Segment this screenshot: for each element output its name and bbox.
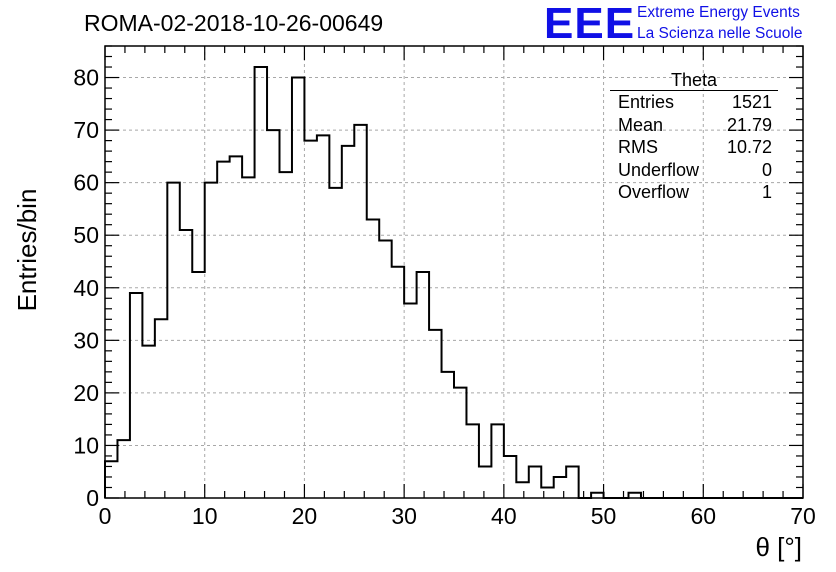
- eee-logo: EEE: [544, 0, 636, 48]
- y-tick-label: 40: [73, 275, 99, 301]
- y-tick-label: 10: [73, 432, 99, 458]
- x-tick-label: 30: [391, 503, 417, 529]
- x-tick-label: 20: [292, 503, 318, 529]
- stats-label: Entries: [618, 92, 675, 112]
- x-tick-label: 50: [591, 503, 617, 529]
- y-tick-label: 70: [73, 117, 99, 143]
- x-tick-label: 10: [192, 503, 218, 529]
- x-tick-label: 40: [491, 503, 517, 529]
- stats-row-rms: RMS 10.72: [610, 136, 778, 159]
- stats-value: 1521: [731, 92, 772, 112]
- stats-label: RMS: [618, 137, 658, 157]
- stats-title: Theta: [610, 70, 778, 91]
- stats-box: Theta Entries 1521 Mean 21.79 RMS 10.72 …: [610, 70, 778, 204]
- x-tick-label: 70: [790, 503, 816, 529]
- y-axis-label: Entries/bin: [12, 188, 42, 312]
- x-tick-label: 60: [690, 503, 716, 529]
- x-axis-label: θ [°]: [755, 532, 802, 562]
- x-tick-label: 0: [99, 503, 112, 529]
- stats-row-entries: Entries 1521: [610, 91, 778, 114]
- y-tick-label: 50: [73, 222, 99, 248]
- y-tick-label: 0: [86, 485, 99, 511]
- run-title: ROMA-02-2018-10-26-00649: [84, 10, 384, 36]
- axis-ticks: [104, 45, 804, 499]
- stats-label: Underflow: [618, 159, 700, 180]
- y-tick-label: 80: [73, 65, 99, 91]
- stats-label: Overflow: [618, 182, 690, 202]
- stats-value: 0: [761, 159, 772, 180]
- stats-row-underflow: Underflow 0: [610, 159, 778, 182]
- stats-value: 10.72: [726, 137, 772, 157]
- y-tick-label: 20: [73, 380, 99, 406]
- grid-lines: [105, 46, 803, 498]
- stats-row-overflow: Overflow 1: [610, 181, 778, 204]
- stats-value: 1: [761, 182, 772, 202]
- y-tick-label: 60: [73, 170, 99, 196]
- stats-value: 21.79: [726, 114, 772, 135]
- stats-label: Mean: [618, 114, 664, 135]
- plot-frame: [104, 45, 804, 499]
- logo-subtitle-line2: La Scienza nelle Scuole: [637, 25, 803, 42]
- y-tick-label: 30: [73, 327, 99, 353]
- stats-row-mean: Mean 21.79: [610, 114, 778, 137]
- logo-subtitle-line1: Extreme Energy Events: [637, 4, 800, 21]
